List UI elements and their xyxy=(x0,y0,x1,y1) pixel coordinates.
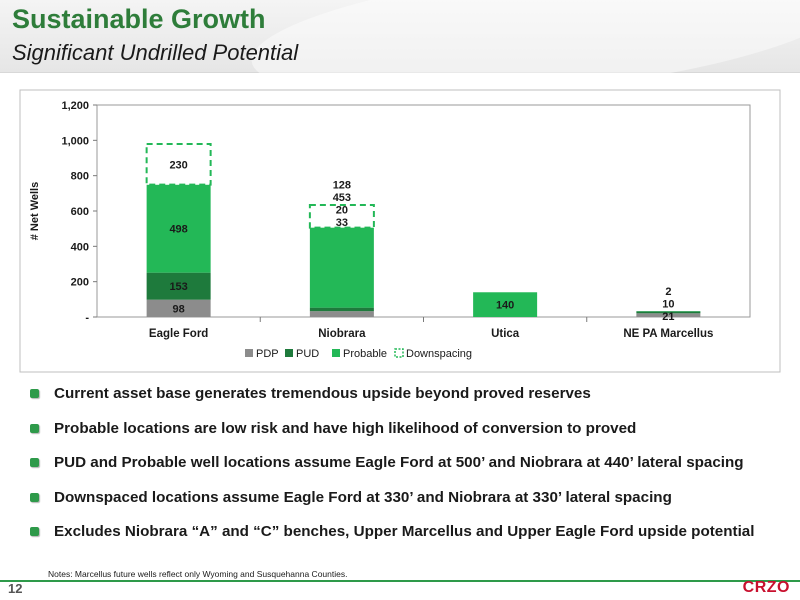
data-label: 33 xyxy=(336,217,348,229)
bullet-item: Downspaced locations assume Eagle Ford a… xyxy=(30,489,790,524)
chart-frame xyxy=(19,89,781,373)
legend-swatch xyxy=(332,349,340,357)
bar-segment-probable xyxy=(146,184,211,273)
bullet-marker-icon xyxy=(30,389,39,398)
bar-segment-downspacing xyxy=(145,143,212,186)
x-category-label: Eagle Ford xyxy=(149,328,208,340)
bar-segment-pdp xyxy=(146,299,211,317)
bullet-marker-icon xyxy=(30,527,39,536)
data-label: 21 xyxy=(662,311,674,323)
data-label: 153 xyxy=(169,281,187,293)
y-tick-label: - xyxy=(85,312,89,324)
y-tick-label: 600 xyxy=(71,206,89,218)
data-label: 2 xyxy=(665,286,671,298)
stacked-bar-chart: - 200 400 600 800 1,000 1,200 # Net Wells Eagle … xyxy=(19,89,781,373)
bar-segment-pdp xyxy=(636,313,701,317)
bar-segment-pdp xyxy=(309,311,374,317)
page-number: 12 xyxy=(8,581,23,596)
company-logo: CRZO xyxy=(742,579,790,596)
legend-swatch xyxy=(285,349,293,357)
x-category-label: Niobrara xyxy=(318,328,366,340)
bullet-item: Probable locations are low risk and have… xyxy=(30,420,790,455)
legend-label: Probable xyxy=(343,348,387,360)
bullet-text: Downspaced locations assume Eagle Ford a… xyxy=(54,488,672,506)
bullet-text: Excludes Niobrara “A” and “C” benches, U… xyxy=(54,523,755,540)
bullet-marker-icon xyxy=(30,423,39,433)
data-label: 10 xyxy=(662,299,674,311)
bar-segment-pud xyxy=(309,307,374,312)
page-subtitle: Significant Undrilled Potential xyxy=(12,40,299,65)
data-label: 128 xyxy=(333,179,351,191)
bullet-list: Current asset base generates tremendous … xyxy=(30,385,790,558)
data-label: 230 xyxy=(169,159,187,171)
y-tick-label: 800 xyxy=(71,171,89,183)
bar-segment-downspacing xyxy=(308,203,375,229)
x-category-label: Utica xyxy=(491,328,520,340)
footnote: Notes: Marcellus future wells reflect on… xyxy=(48,569,348,579)
page-title: Sustainable Growth xyxy=(12,4,266,34)
data-label: 498 xyxy=(169,224,187,236)
y-tick-label: 400 xyxy=(71,241,89,253)
data-label: 140 xyxy=(496,300,514,312)
legend-label: Downspacing xyxy=(406,348,472,360)
bullet-text: Probable locations are low risk and have… xyxy=(54,419,637,437)
bullet-text: PUD and Probable well locations assume E… xyxy=(54,454,744,471)
legend-label: PUD xyxy=(296,348,319,360)
legend-label: PDP xyxy=(256,348,279,360)
bar-segment-probable xyxy=(473,292,538,317)
footer-divider xyxy=(0,580,800,582)
x-category-label: NE PA Marcellus xyxy=(623,328,713,340)
y-tick-label: 200 xyxy=(71,277,89,289)
bullet-marker-icon xyxy=(30,492,39,502)
bullet-item: PUD and Probable well locations assume E… xyxy=(30,454,790,489)
bullet-item: Excludes Niobrara “A” and “C” benches, U… xyxy=(30,523,790,558)
data-label: 20 xyxy=(336,204,348,216)
bullet-text: Current asset base generates tremendous … xyxy=(54,385,591,402)
bar-segment-probable xyxy=(309,227,374,308)
y-axis-title: # Net Wells xyxy=(29,182,41,241)
legend-swatch xyxy=(394,348,404,358)
y-tick-label: 1,000 xyxy=(61,135,89,147)
y-tick-label: 1,200 xyxy=(61,100,89,112)
bar-segment-pud xyxy=(146,272,211,300)
bullet-item: Current asset base generates tremendous … xyxy=(30,385,790,420)
data-label: 98 xyxy=(173,303,185,315)
header-banner: Sustainable Growth Significant Undrilled… xyxy=(0,0,800,122)
data-label: 453 xyxy=(333,192,351,204)
legend-swatch xyxy=(245,349,253,357)
bar-segment-pud xyxy=(636,311,701,314)
bullet-marker-icon xyxy=(30,458,39,467)
